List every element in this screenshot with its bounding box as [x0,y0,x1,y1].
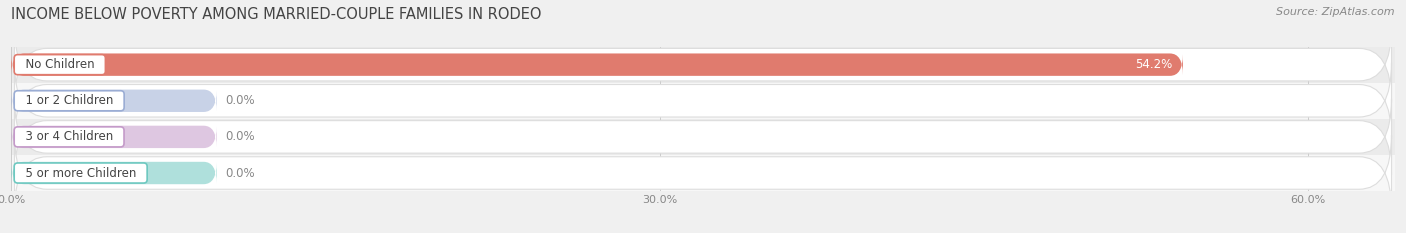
Text: 3 or 4 Children: 3 or 4 Children [18,130,121,143]
Text: 0.0%: 0.0% [225,130,254,143]
FancyBboxPatch shape [14,27,1392,103]
Text: 0.0%: 0.0% [225,167,254,179]
Text: 5 or more Children: 5 or more Children [18,167,143,179]
FancyBboxPatch shape [14,63,1392,139]
Text: 54.2%: 54.2% [1135,58,1173,71]
Text: No Children: No Children [18,58,101,71]
Bar [11,47,1395,83]
FancyBboxPatch shape [11,126,217,148]
Text: 1 or 2 Children: 1 or 2 Children [18,94,121,107]
Text: 0.0%: 0.0% [225,94,254,107]
Bar [11,155,1395,191]
FancyBboxPatch shape [14,99,1392,175]
FancyBboxPatch shape [14,135,1392,211]
Text: Source: ZipAtlas.com: Source: ZipAtlas.com [1277,7,1395,17]
Bar [11,83,1395,119]
FancyBboxPatch shape [11,162,217,184]
Bar [11,119,1395,155]
FancyBboxPatch shape [11,53,1182,76]
Text: INCOME BELOW POVERTY AMONG MARRIED-COUPLE FAMILIES IN RODEO: INCOME BELOW POVERTY AMONG MARRIED-COUPL… [11,7,541,22]
FancyBboxPatch shape [11,89,217,112]
